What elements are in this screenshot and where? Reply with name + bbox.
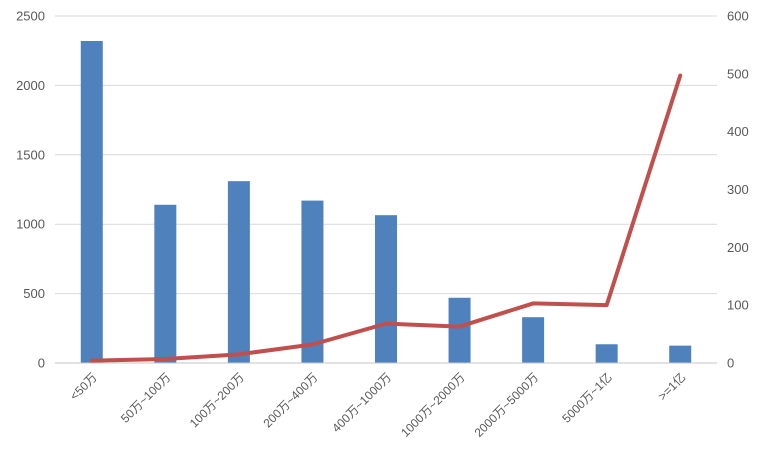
y-axis-right-tick-label: 500 <box>727 66 749 81</box>
x-category-label: 50万~100万 <box>118 370 173 425</box>
y-axis-left-tick-label: 1500 <box>16 147 45 162</box>
bar-5 <box>448 297 471 363</box>
bar-7 <box>595 344 618 363</box>
x-category-label: 100万~200万 <box>187 370 247 430</box>
bar-8 <box>669 345 692 363</box>
bar-6 <box>522 317 545 363</box>
y-axis-left-tick-label: 2000 <box>16 78 45 93</box>
y-axis-right-tick-label: 0 <box>727 356 734 371</box>
y-axis-right-tick-label: 300 <box>727 182 749 197</box>
x-category-label: 1000万~2000万 <box>398 370 468 440</box>
x-category-label: 200万~400万 <box>260 370 320 430</box>
y-axis-right-tick-label: 200 <box>727 240 749 255</box>
y-axis-right-tick-label: 400 <box>727 124 749 139</box>
y-axis-left-tick-label: 1000 <box>16 217 45 232</box>
x-category-label: 400万~1000万 <box>329 370 394 435</box>
x-category-label: >=1亿 <box>655 370 689 404</box>
x-category-label: 5000万~1亿 <box>559 370 615 426</box>
bar-1 <box>154 204 177 363</box>
y-axis-left-tick-label: 2500 <box>16 9 45 24</box>
bar-0 <box>80 40 103 363</box>
y-axis-left-tick-label: 500 <box>23 286 45 301</box>
y-axis-right-tick-label: 600 <box>727 9 749 24</box>
y-axis-left-tick-label: 0 <box>38 356 45 371</box>
x-category-label: 2000万~5000万 <box>472 370 542 440</box>
bar-2 <box>227 181 250 363</box>
line-series <box>89 73 683 363</box>
bar-3 <box>301 200 324 363</box>
bar-4 <box>375 215 397 363</box>
x-category-label: <50万 <box>67 370 100 403</box>
y-axis-right-tick-label: 100 <box>727 298 749 313</box>
